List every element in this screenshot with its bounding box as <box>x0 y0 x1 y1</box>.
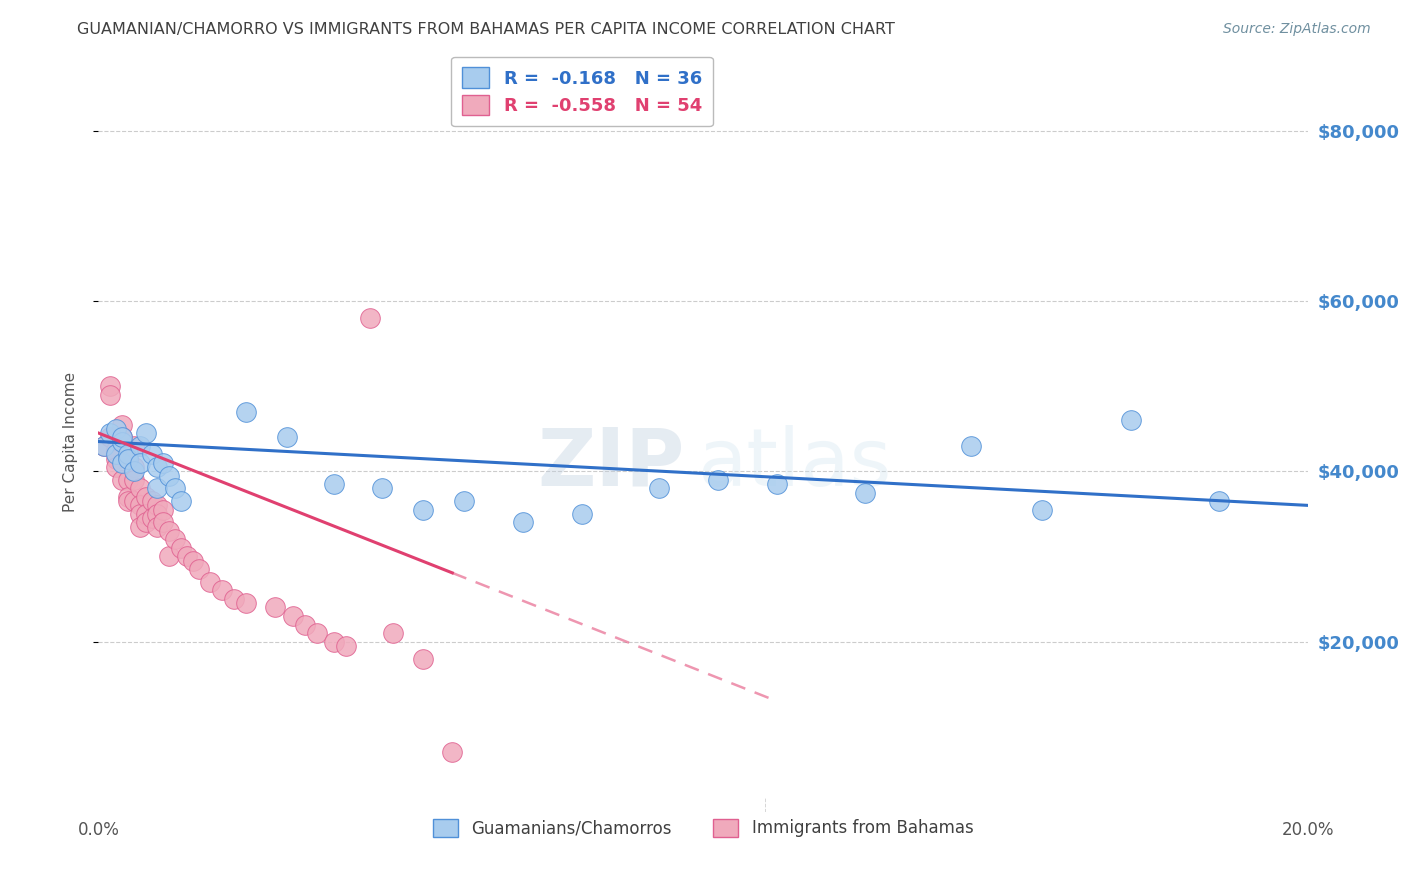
Point <box>117 473 139 487</box>
Point <box>122 464 145 478</box>
Point <box>512 516 534 530</box>
Point <box>235 596 257 610</box>
Text: GUAMANIAN/CHAMORRO VS IMMIGRANTS FROM BAHAMAS PER CAPITA INCOME CORRELATION CHAR: GUAMANIAN/CHAMORRO VS IMMIGRANTS FROM BA… <box>77 22 896 37</box>
Point <box>1208 494 1230 508</box>
Point <box>98 430 121 444</box>
Point <box>122 460 145 475</box>
Point <box>211 583 233 598</box>
Point <box>152 456 174 470</box>
Point <box>117 451 139 466</box>
Text: Source: ZipAtlas.com: Source: ZipAtlas.com <box>1223 22 1371 37</box>
Point <box>141 511 163 525</box>
Point <box>111 417 134 432</box>
Point <box>152 516 174 530</box>
Point <box>146 519 169 533</box>
Point <box>281 609 304 624</box>
Point <box>128 499 150 513</box>
Point <box>117 490 139 504</box>
Point <box>157 524 180 538</box>
Point <box>235 405 257 419</box>
Point <box>98 379 121 393</box>
Point <box>165 533 187 547</box>
Point <box>264 600 287 615</box>
Point <box>441 745 464 759</box>
Point <box>412 651 434 665</box>
Point <box>105 422 128 436</box>
Point <box>222 591 245 606</box>
Point <box>1031 502 1053 516</box>
Point <box>170 541 193 555</box>
Point <box>117 447 139 461</box>
Text: ZIP: ZIP <box>537 425 685 503</box>
Point <box>111 456 134 470</box>
Point <box>323 477 346 491</box>
Point <box>93 439 115 453</box>
Point <box>117 494 139 508</box>
Point <box>128 507 150 521</box>
Point <box>135 490 157 504</box>
Point <box>122 494 145 508</box>
Point <box>122 473 145 487</box>
Point <box>335 639 357 653</box>
Point <box>128 519 150 533</box>
Point <box>276 430 298 444</box>
Point <box>146 481 169 495</box>
Point <box>135 425 157 440</box>
Point <box>93 439 115 453</box>
Point <box>648 481 671 495</box>
Point <box>105 451 128 466</box>
Point <box>111 434 134 449</box>
Point <box>157 468 180 483</box>
Point <box>571 507 593 521</box>
Point <box>122 439 145 453</box>
Point <box>165 481 187 495</box>
Point <box>135 507 157 521</box>
Point <box>141 494 163 508</box>
Point <box>105 460 128 475</box>
Point <box>765 477 787 491</box>
Point <box>187 562 209 576</box>
Point <box>111 430 134 444</box>
Point <box>146 499 169 513</box>
Point <box>706 473 728 487</box>
Point <box>135 516 157 530</box>
Point <box>305 626 328 640</box>
Point <box>111 430 134 444</box>
Point <box>146 460 169 475</box>
Point <box>152 502 174 516</box>
Point <box>853 485 876 500</box>
Point <box>111 473 134 487</box>
Point <box>359 311 381 326</box>
Point <box>128 439 150 453</box>
Point <box>960 439 983 453</box>
Point <box>181 554 204 568</box>
Point <box>294 617 316 632</box>
Y-axis label: Per Capita Income: Per Capita Income <box>63 371 77 512</box>
Point <box>146 507 169 521</box>
Text: atlas: atlas <box>697 425 891 503</box>
Point <box>98 388 121 402</box>
Point <box>176 549 198 564</box>
Point <box>412 502 434 516</box>
Point <box>453 494 475 508</box>
Point <box>370 481 392 495</box>
Point <box>128 456 150 470</box>
Point <box>382 626 405 640</box>
Point <box>141 447 163 461</box>
Point <box>1119 413 1142 427</box>
Point <box>105 447 128 461</box>
Point <box>105 430 128 444</box>
Legend: Guamanians/Chamorros, Immigrants from Bahamas: Guamanians/Chamorros, Immigrants from Ba… <box>426 812 980 844</box>
Point <box>98 425 121 440</box>
Point <box>105 443 128 458</box>
Point <box>170 494 193 508</box>
Point <box>200 574 222 589</box>
Point <box>128 481 150 495</box>
Point <box>323 634 346 648</box>
Point <box>157 549 180 564</box>
Point <box>117 447 139 461</box>
